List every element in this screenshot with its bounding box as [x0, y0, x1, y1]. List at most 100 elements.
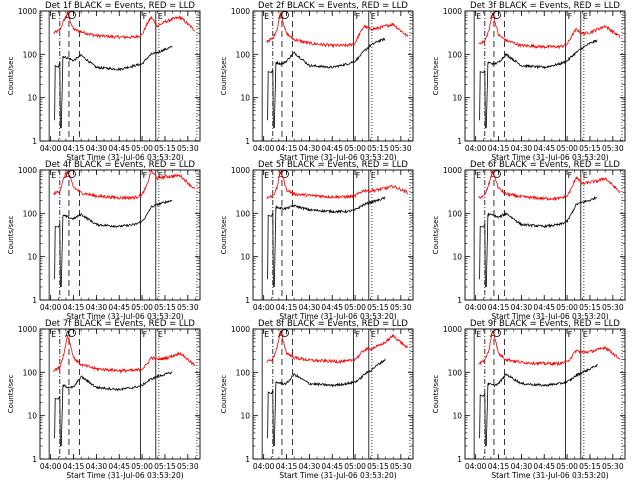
y-axis-label: Counts/sec: [7, 57, 15, 96]
x-tick-label: 05:00: [344, 144, 366, 153]
peak-marker-circle: [281, 329, 289, 337]
events-series-line: [267, 62, 277, 129]
y-tick-label: 10: [240, 253, 250, 262]
y-tick-label: 10: [452, 94, 462, 103]
y-axis-label: Counts/sec: [432, 216, 440, 255]
interval-marker-label: E: [583, 12, 588, 21]
lld-series-line: [53, 10, 196, 40]
peak-marker-circle: [493, 11, 501, 19]
x-tick-label: 04:45: [108, 462, 130, 471]
events-series-line: [275, 196, 386, 215]
x-tick-label: 04:15: [488, 303, 510, 312]
x-tick-label: 05:00: [344, 462, 366, 471]
y-tick-label: 100: [448, 368, 463, 377]
interval-marker-label: F: [356, 171, 361, 180]
y-tick-label: 1: [245, 296, 250, 305]
x-tick-label: 04:15: [488, 144, 510, 153]
x-tick-label: 04:00: [253, 303, 275, 312]
x-tick-label: 05:15: [367, 144, 389, 153]
x-axis-label: Start Time (31-Jul-06 03:53:20): [491, 153, 608, 162]
interval-marker-label: E: [476, 12, 481, 21]
lld-series-line: [53, 335, 196, 374]
y-tick-label: 100: [236, 209, 251, 218]
y-tick-label: 1: [457, 296, 462, 305]
y-tick-label: 100: [448, 209, 463, 218]
y-tick-label: 1000: [18, 7, 37, 16]
events-series-line: [267, 381, 277, 447]
y-tick-label: 100: [448, 50, 463, 59]
panel-title: Det 9f BLACK = Events, RED = LLD: [470, 319, 620, 329]
y-axis-label: Counts/sec: [7, 375, 15, 414]
x-tick-label: 05:15: [579, 462, 601, 471]
x-tick-label: 04:30: [299, 462, 321, 471]
y-tick-label: 1: [32, 455, 37, 464]
interval-marker-label: E: [264, 12, 269, 21]
panel-title: Det 2f BLACK = Events, RED = LLD: [258, 1, 408, 11]
x-tick-label: 05:00: [131, 303, 153, 312]
y-tick-label: 100: [23, 50, 38, 59]
events-series-line: [62, 45, 173, 72]
x-tick-label: 05:30: [177, 462, 199, 471]
lld-series-line: [478, 13, 621, 50]
panel-title: Det 3f BLACK = Events, RED = LLD: [470, 1, 620, 11]
lld-series-line: [266, 12, 409, 49]
interval-marker-label: F: [143, 12, 148, 21]
lld-series-line: [478, 331, 621, 367]
plot-frame: [39, 169, 201, 301]
x-tick-label: 04:30: [299, 144, 321, 153]
interval-marker-label: A: [65, 12, 71, 21]
x-tick-label: 05:15: [154, 462, 176, 471]
x-tick-label: 04:15: [488, 462, 510, 471]
plot-frame: [39, 328, 201, 460]
interval-marker-label: F: [143, 171, 148, 180]
interval-marker-label: E: [264, 330, 269, 339]
x-tick-label: 04:30: [86, 303, 108, 312]
x-tick-label: 05:30: [602, 144, 624, 153]
y-tick-label: 1000: [443, 325, 462, 334]
interval-marker-label: E: [476, 330, 481, 339]
x-tick-label: 04:45: [321, 462, 343, 471]
x-tick-label: 04:45: [533, 303, 555, 312]
y-tick-label: 10: [27, 94, 37, 103]
interval-marker-label: E: [158, 171, 163, 180]
y-tick-label: 10: [27, 412, 37, 421]
x-tick-label: 04:00: [40, 144, 62, 153]
x-tick-label: 05:00: [556, 303, 578, 312]
y-axis-label: Counts/sec: [220, 216, 228, 255]
x-tick-label: 05:00: [344, 303, 366, 312]
panel-title: Det 5f BLACK = Events, RED = LLD: [258, 160, 408, 170]
events-series-line: [487, 363, 598, 388]
x-tick-label: 05:30: [390, 462, 412, 471]
x-tick-label: 04:45: [321, 144, 343, 153]
x-tick-label: 05:30: [602, 462, 624, 471]
events-series-line: [54, 385, 64, 447]
chart-panel-2: Det 2f BLACK = Events, RED = LLD Counts/s…: [220, 1, 414, 162]
chart-panel-1: Det 1f BLACK = Events, RED = LLD Counts/s…: [7, 1, 201, 162]
y-axis-label: Counts/sec: [220, 57, 228, 96]
interval-marker-label: E: [476, 171, 481, 180]
y-tick-label: 1: [245, 455, 250, 464]
x-tick-label: 05:30: [390, 303, 412, 312]
x-tick-label: 05:30: [602, 303, 624, 312]
x-tick-label: 04:45: [321, 303, 343, 312]
x-tick-label: 05:30: [177, 144, 199, 153]
interval-marker-label: E: [51, 171, 56, 180]
interval-marker-label: A: [65, 330, 71, 339]
x-tick-label: 04:45: [533, 144, 555, 153]
lld-series-line: [478, 170, 621, 202]
events-series-line: [487, 195, 598, 229]
x-tick-label: 04:30: [299, 303, 321, 312]
events-series-line: [267, 206, 277, 288]
y-tick-label: 100: [236, 50, 251, 59]
y-tick-label: 1000: [443, 7, 462, 16]
lld-series-line: [266, 169, 409, 200]
y-tick-label: 1: [457, 455, 462, 464]
plot-frame: [464, 328, 626, 460]
y-tick-label: 1000: [231, 7, 250, 16]
plot-frame: [252, 10, 414, 142]
interval-marker-label: E: [583, 171, 588, 180]
interval-marker-label: A: [490, 171, 496, 180]
events-series-line: [275, 358, 386, 388]
x-tick-label: 04:30: [511, 303, 533, 312]
chart-panel-9: Det 9f BLACK = Events, RED = LLD Counts/s…: [432, 319, 626, 480]
